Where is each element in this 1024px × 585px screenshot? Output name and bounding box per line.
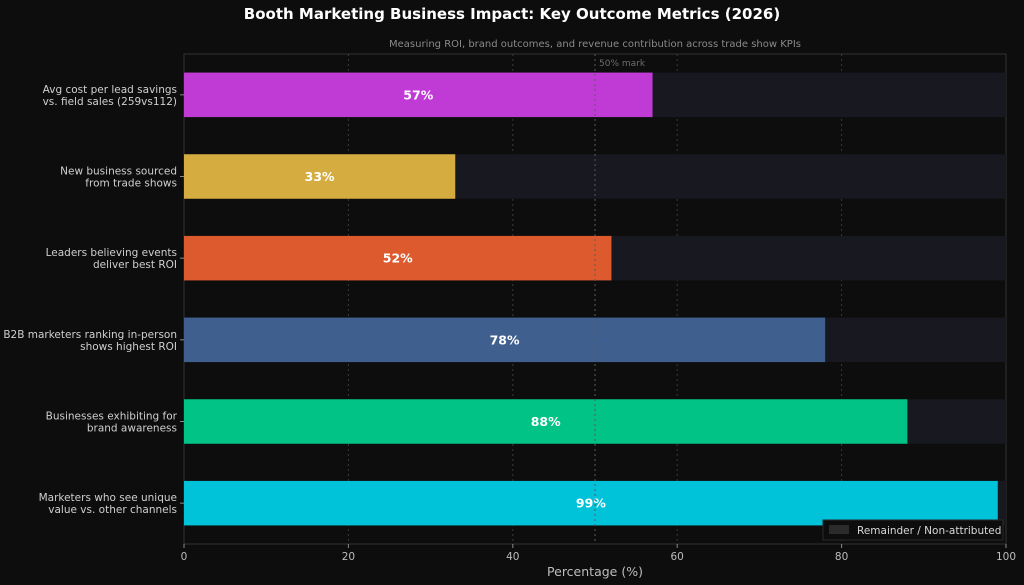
grid-lines [347,54,843,544]
reference-line: 50% mark [594,54,646,544]
x-tick-label: 20 [342,551,355,563]
x-tick-label: 80 [835,551,848,563]
bar [184,480,998,526]
bar-value-label: 52% [383,251,413,266]
x-axis-ticks: 0 20 40 60 80 100 [181,544,1016,563]
bar-value-label: 57% [403,87,433,102]
x-tick-label: 60 [671,551,684,563]
chart-title: Booth Marketing Business Impact: Key Out… [244,5,780,23]
category-label: Marketers who see unique value vs. other … [39,492,177,516]
x-tick-label: 0 [181,551,188,563]
y-axis-labels: Avg cost per lead savings vs. field sales… [3,84,184,516]
bar-value-label: 33% [305,169,335,184]
bar [184,154,456,199]
x-tick-label: 40 [506,551,519,563]
bar [184,399,908,444]
legend-swatch-remainder [829,525,849,534]
x-axis-label: Percentage (%) [547,564,643,579]
category-label: Avg cost per lead savings vs. field sales… [43,84,177,108]
category-label: Businesses exhibiting for brand awareness [46,411,178,435]
legend-label-remainder: Remainder / Non-attributed [857,525,1001,537]
x-tick-label: 100 [996,551,1016,563]
reference-line-label: 50% mark [599,59,646,69]
bar [184,72,653,118]
bar [184,317,826,363]
bar-value-label: 88% [531,414,561,429]
bar [184,235,612,281]
chart-subtitle: Measuring ROI, brand outcomes, and reven… [389,39,801,50]
bar-value-label: 78% [490,332,520,347]
legend-box [822,519,1004,541]
legend: Remainder / Non-attributed [822,519,1004,541]
category-label: Leaders believing events deliver best ROI [46,247,177,271]
category-label: B2B marketers ranking in-person shows hig… [3,329,177,353]
category-label: New business sourced from trade shows [60,166,177,190]
bar-value-label: 99% [576,496,606,511]
bars: 57% 33% 52% 78% 88% 99% [184,72,1006,526]
